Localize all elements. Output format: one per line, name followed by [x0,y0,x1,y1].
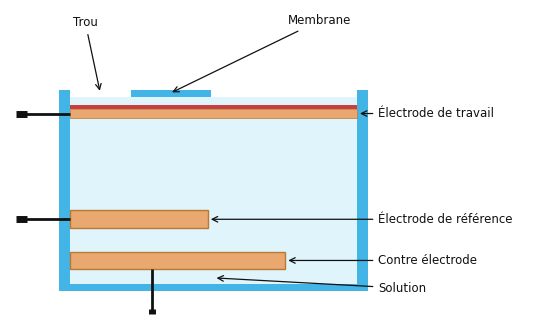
Bar [70,252,286,269]
Bar [70,90,131,97]
Bar [70,109,357,118]
Bar [70,105,357,109]
Text: Trou: Trou [73,16,101,89]
Text: Solution: Solution [218,276,427,295]
Bar [211,90,357,97]
Text: Électrode de référence: Électrode de référence [212,213,513,226]
Text: Électrode de travail: Électrode de travail [361,107,494,120]
Bar [136,90,211,97]
Bar [70,97,357,284]
Text: Contre électrode: Contre électrode [289,254,478,267]
Bar [70,210,208,228]
Bar [59,90,368,292]
Text: Membrane: Membrane [173,14,351,92]
